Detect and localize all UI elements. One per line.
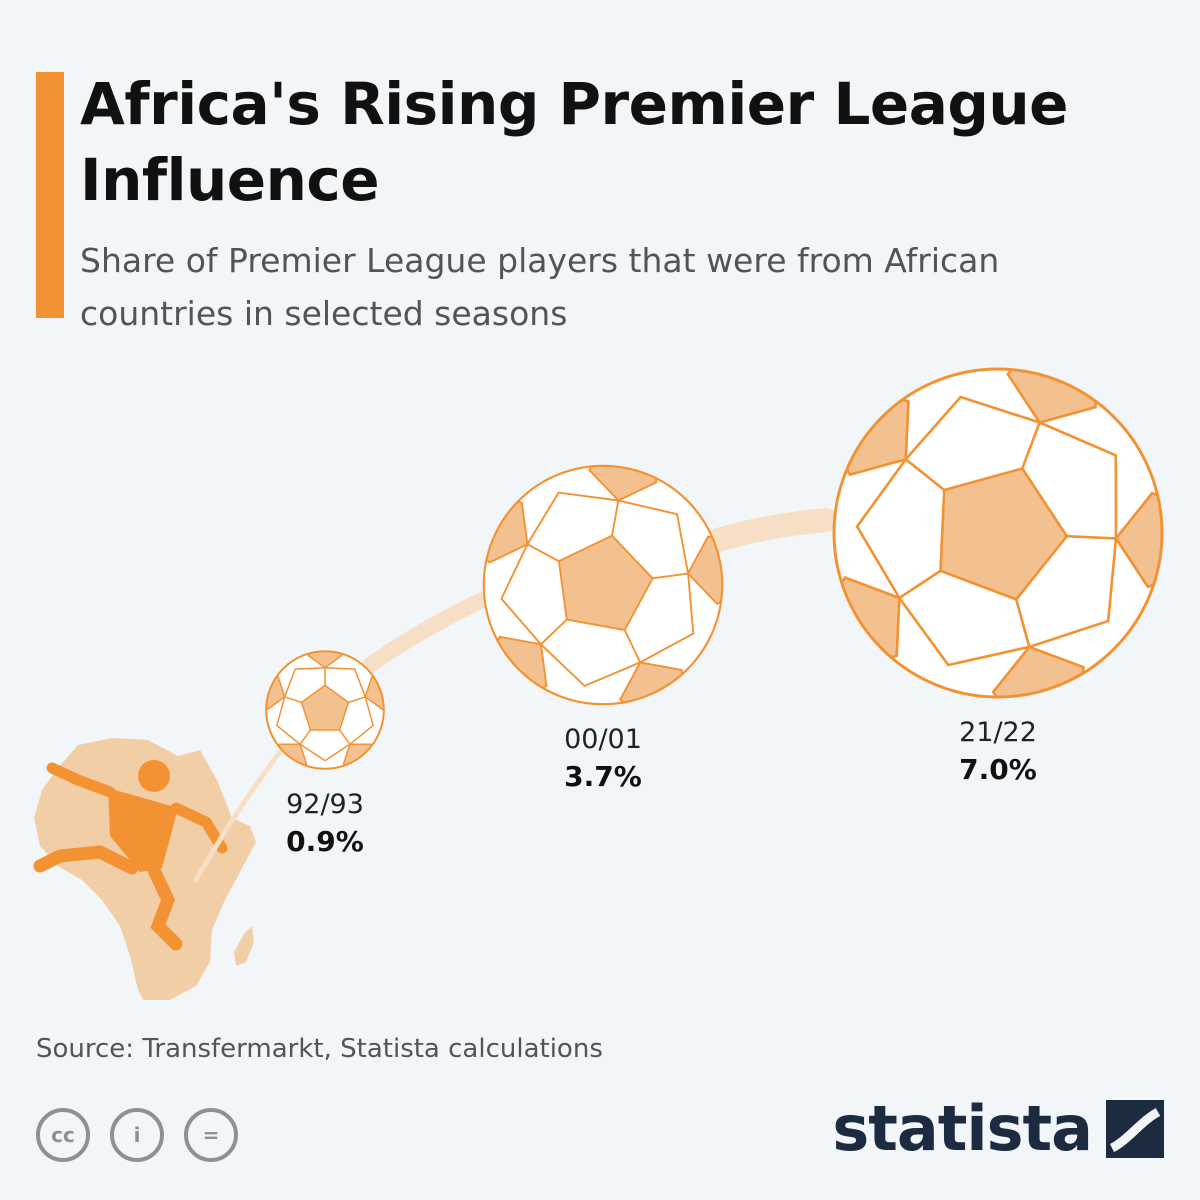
soccer-ball-marker	[832, 367, 1164, 699]
soccer-ball-marker	[482, 464, 724, 706]
license-icons[interactable]: cc i =	[36, 1108, 238, 1162]
no-derivatives-icon[interactable]: =	[184, 1108, 238, 1162]
page-title: Africa's Rising Premier League Influence	[80, 70, 1069, 214]
trail-segment	[362, 592, 490, 673]
logo-text: statista	[832, 1092, 1093, 1165]
bubble-chart: 92/93 0.9% 00/01 3.7% 21/22 7.0%	[33, 367, 1164, 1000]
value-label: 7.0%	[959, 753, 1037, 786]
season-label: 00/01	[564, 724, 642, 755]
trail-segment	[193, 749, 283, 883]
season-label: 92/93	[286, 789, 364, 820]
value-label: 0.9%	[286, 825, 364, 858]
madagascar-silhouette	[234, 926, 254, 966]
attribution-icon[interactable]: i	[110, 1108, 164, 1162]
cc-icon[interactable]: cc	[36, 1108, 90, 1162]
logo-mark-icon	[1106, 1100, 1164, 1158]
growth-trail	[193, 508, 838, 883]
page-subtitle: Share of Premier League players that wer…	[80, 241, 1000, 333]
source-note: Source: Transfermarkt, Statista calculat…	[36, 1034, 603, 1064]
accent-bar	[36, 72, 64, 318]
trail-segment	[706, 508, 838, 552]
season-label: 21/22	[959, 717, 1037, 748]
player-silhouette	[33, 760, 228, 951]
value-label: 3.7%	[564, 760, 642, 793]
africa-map-illustration	[33, 738, 256, 1000]
statista-logo[interactable]: statista	[832, 1098, 1164, 1160]
